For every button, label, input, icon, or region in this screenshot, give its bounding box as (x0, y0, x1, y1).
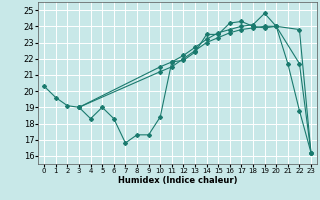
X-axis label: Humidex (Indice chaleur): Humidex (Indice chaleur) (118, 176, 237, 185)
